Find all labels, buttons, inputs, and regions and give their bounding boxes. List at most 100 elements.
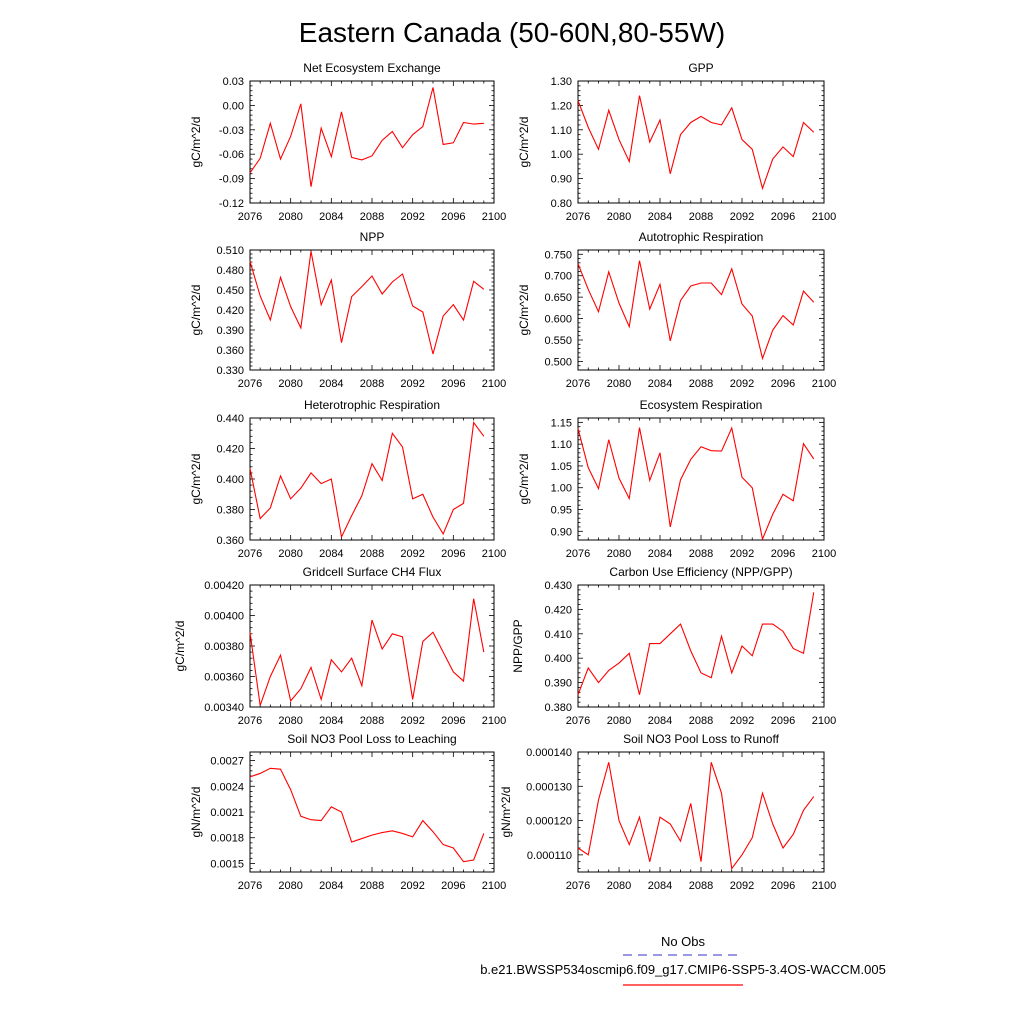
panel-title: Autotrophic Respiration <box>639 230 764 244</box>
x-tick-label: 2076 <box>566 715 590 727</box>
y-tick-label: 0.330 <box>216 365 244 377</box>
x-tick-label: 2080 <box>278 715 302 727</box>
x-tick-label: 2088 <box>360 211 384 223</box>
plot-frame <box>249 584 495 708</box>
x-tick-label: 2076 <box>566 378 590 390</box>
y-axis-label: gN/m^2/d <box>189 787 203 838</box>
y-tick-label: 1.30 <box>551 76 572 88</box>
x-tick-label: 2092 <box>730 378 754 390</box>
x-tick-label: 2084 <box>648 378 672 390</box>
x-tick-label: 2092 <box>400 548 424 560</box>
y-axis-label: NPP/GPP <box>511 619 525 672</box>
panel-title: Carbon Use Efficiency (NPP/GPP) <box>609 565 792 579</box>
x-tick-label: 2092 <box>400 378 424 390</box>
y-tick-label: 0.510 <box>216 245 244 257</box>
plot-frame <box>577 417 825 541</box>
panel-carbon-use-efficiency-npp-gpp: Carbon Use Efficiency (NPP/GPP) 2076 2080 2… <box>511 565 836 727</box>
y-tick-label: 0.420 <box>216 444 244 456</box>
x-tick-label: 2092 <box>730 211 754 223</box>
y-tick-label: 0.000120 <box>526 816 572 828</box>
x-tick-label: 2084 <box>319 715 343 727</box>
y-tick-label: 0.03 <box>223 76 244 88</box>
x-tick-label: 2092 <box>730 548 754 560</box>
y-tick-label: 0.750 <box>544 249 572 261</box>
y-tick-label: 0.80 <box>551 198 572 210</box>
x-tick-label: 2096 <box>441 548 465 560</box>
y-tick-label: 0.400 <box>544 653 572 665</box>
x-tick-label: 2088 <box>360 548 384 560</box>
x-tick-label: 2084 <box>319 211 343 223</box>
y-axis-label: gC/m^2/d <box>517 285 531 336</box>
y-tick-label: 0.360 <box>216 345 244 357</box>
y-tick-label: 1.05 <box>551 461 572 473</box>
y-tick-label: 0.390 <box>216 325 244 337</box>
y-tick-label: 0.000110 <box>527 850 572 862</box>
x-tick-label: 2080 <box>278 211 302 223</box>
y-tick-label: 0.550 <box>544 335 572 347</box>
figure-legend: No Obs b.e21.BWSSP534oscmip6.f09_g17.CMI… <box>480 934 886 986</box>
y-tick-label: 0.00 <box>223 100 244 112</box>
series-line <box>577 95 815 191</box>
y-tick-label: 0.90 <box>551 526 572 538</box>
y-axis-label: gC/m^2/d <box>517 454 531 505</box>
y-tick-label: 0.500 <box>544 356 572 368</box>
x-tick-label: 2096 <box>771 715 795 727</box>
x-tick-label: 2080 <box>607 378 631 390</box>
panel-title: Net Ecosystem Exchange <box>303 61 441 75</box>
x-tick-label: 2076 <box>238 715 262 727</box>
plot-frame <box>577 249 825 371</box>
x-tick-label: 2092 <box>400 880 424 892</box>
y-tick-label: 0.400 <box>216 474 244 486</box>
series-line <box>249 598 485 706</box>
y-tick-label: 1.15 <box>551 417 572 429</box>
x-tick-label: 2100 <box>812 211 836 223</box>
x-tick-label: 2096 <box>441 211 465 223</box>
x-tick-label: 2088 <box>360 715 384 727</box>
x-tick-label: 2080 <box>607 715 631 727</box>
panel-title: NPP <box>360 230 385 244</box>
x-tick-label: 2092 <box>400 715 424 727</box>
x-tick-label: 2076 <box>566 880 590 892</box>
x-tick-label: 2084 <box>648 715 672 727</box>
series-line <box>577 592 815 695</box>
x-tick-label: 2100 <box>482 715 506 727</box>
y-tick-label: 0.450 <box>216 285 244 297</box>
panel-soil-no3-pool-loss-to-leaching: Soil NO3 Pool Loss to Leaching 2076 2080 20… <box>189 732 506 892</box>
panel-autotrophic-respiration: Autotrophic Respiration 2076 2080 2084 2088 2… <box>517 230 836 390</box>
y-tick-label: 0.360 <box>216 535 244 547</box>
y-tick-label: 1.10 <box>551 439 572 451</box>
y-tick-label: 0.440 <box>216 413 244 425</box>
series-line <box>577 260 815 361</box>
x-tick-label: 2100 <box>482 548 506 560</box>
y-tick-label: 0.00380 <box>204 641 244 653</box>
panel-net-ecosystem-exchange: Net Ecosystem Exchange 2076 2080 2084 2088 20… <box>189 61 506 223</box>
x-tick-label: 2084 <box>319 880 343 892</box>
x-tick-label: 2084 <box>648 880 672 892</box>
plot-frame <box>249 80 495 204</box>
y-tick-label: 0.600 <box>544 314 572 326</box>
y-tick-label: 0.000130 <box>526 781 572 793</box>
x-tick-label: 2096 <box>771 880 795 892</box>
x-tick-label: 2092 <box>730 715 754 727</box>
x-tick-label: 2088 <box>689 548 713 560</box>
x-tick-label: 2076 <box>238 880 262 892</box>
series-line <box>577 762 815 870</box>
x-tick-label: 2088 <box>689 880 713 892</box>
x-tick-label: 2084 <box>319 548 343 560</box>
panel-npp: NPP 2076 2080 2084 2088 2092 2096 2100 0.330 0.36… <box>189 230 506 390</box>
y-tick-label: 0.650 <box>544 292 572 304</box>
x-tick-label: 2096 <box>441 715 465 727</box>
y-tick-label: 0.380 <box>216 505 244 517</box>
x-tick-label: 2088 <box>360 378 384 390</box>
x-tick-label: 2076 <box>566 548 590 560</box>
y-tick-label: 0.0027 <box>210 756 244 768</box>
y-tick-label: 0.0024 <box>210 781 244 793</box>
panel-soil-no3-pool-loss-to-runoff: Soil NO3 Pool Loss to Runoff 2076 2080 2084… <box>499 732 836 892</box>
x-tick-label: 2080 <box>607 211 631 223</box>
y-axis-label: gC/m^2/d <box>189 285 203 336</box>
panel-title: Soil NO3 Pool Loss to Runoff <box>623 732 780 746</box>
x-tick-label: 2088 <box>689 715 713 727</box>
panel-title: Soil NO3 Pool Loss to Leaching <box>287 732 456 746</box>
panel-title: Ecosystem Respiration <box>640 398 763 412</box>
x-tick-label: 2100 <box>812 548 836 560</box>
